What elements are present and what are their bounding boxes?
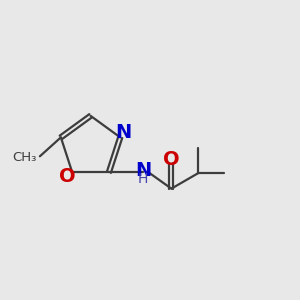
Text: CH₃: CH₃: [12, 151, 36, 164]
Text: N: N: [135, 161, 151, 180]
Text: O: O: [58, 167, 75, 186]
Text: O: O: [163, 150, 180, 169]
Text: H: H: [138, 172, 148, 186]
Text: N: N: [116, 123, 132, 142]
